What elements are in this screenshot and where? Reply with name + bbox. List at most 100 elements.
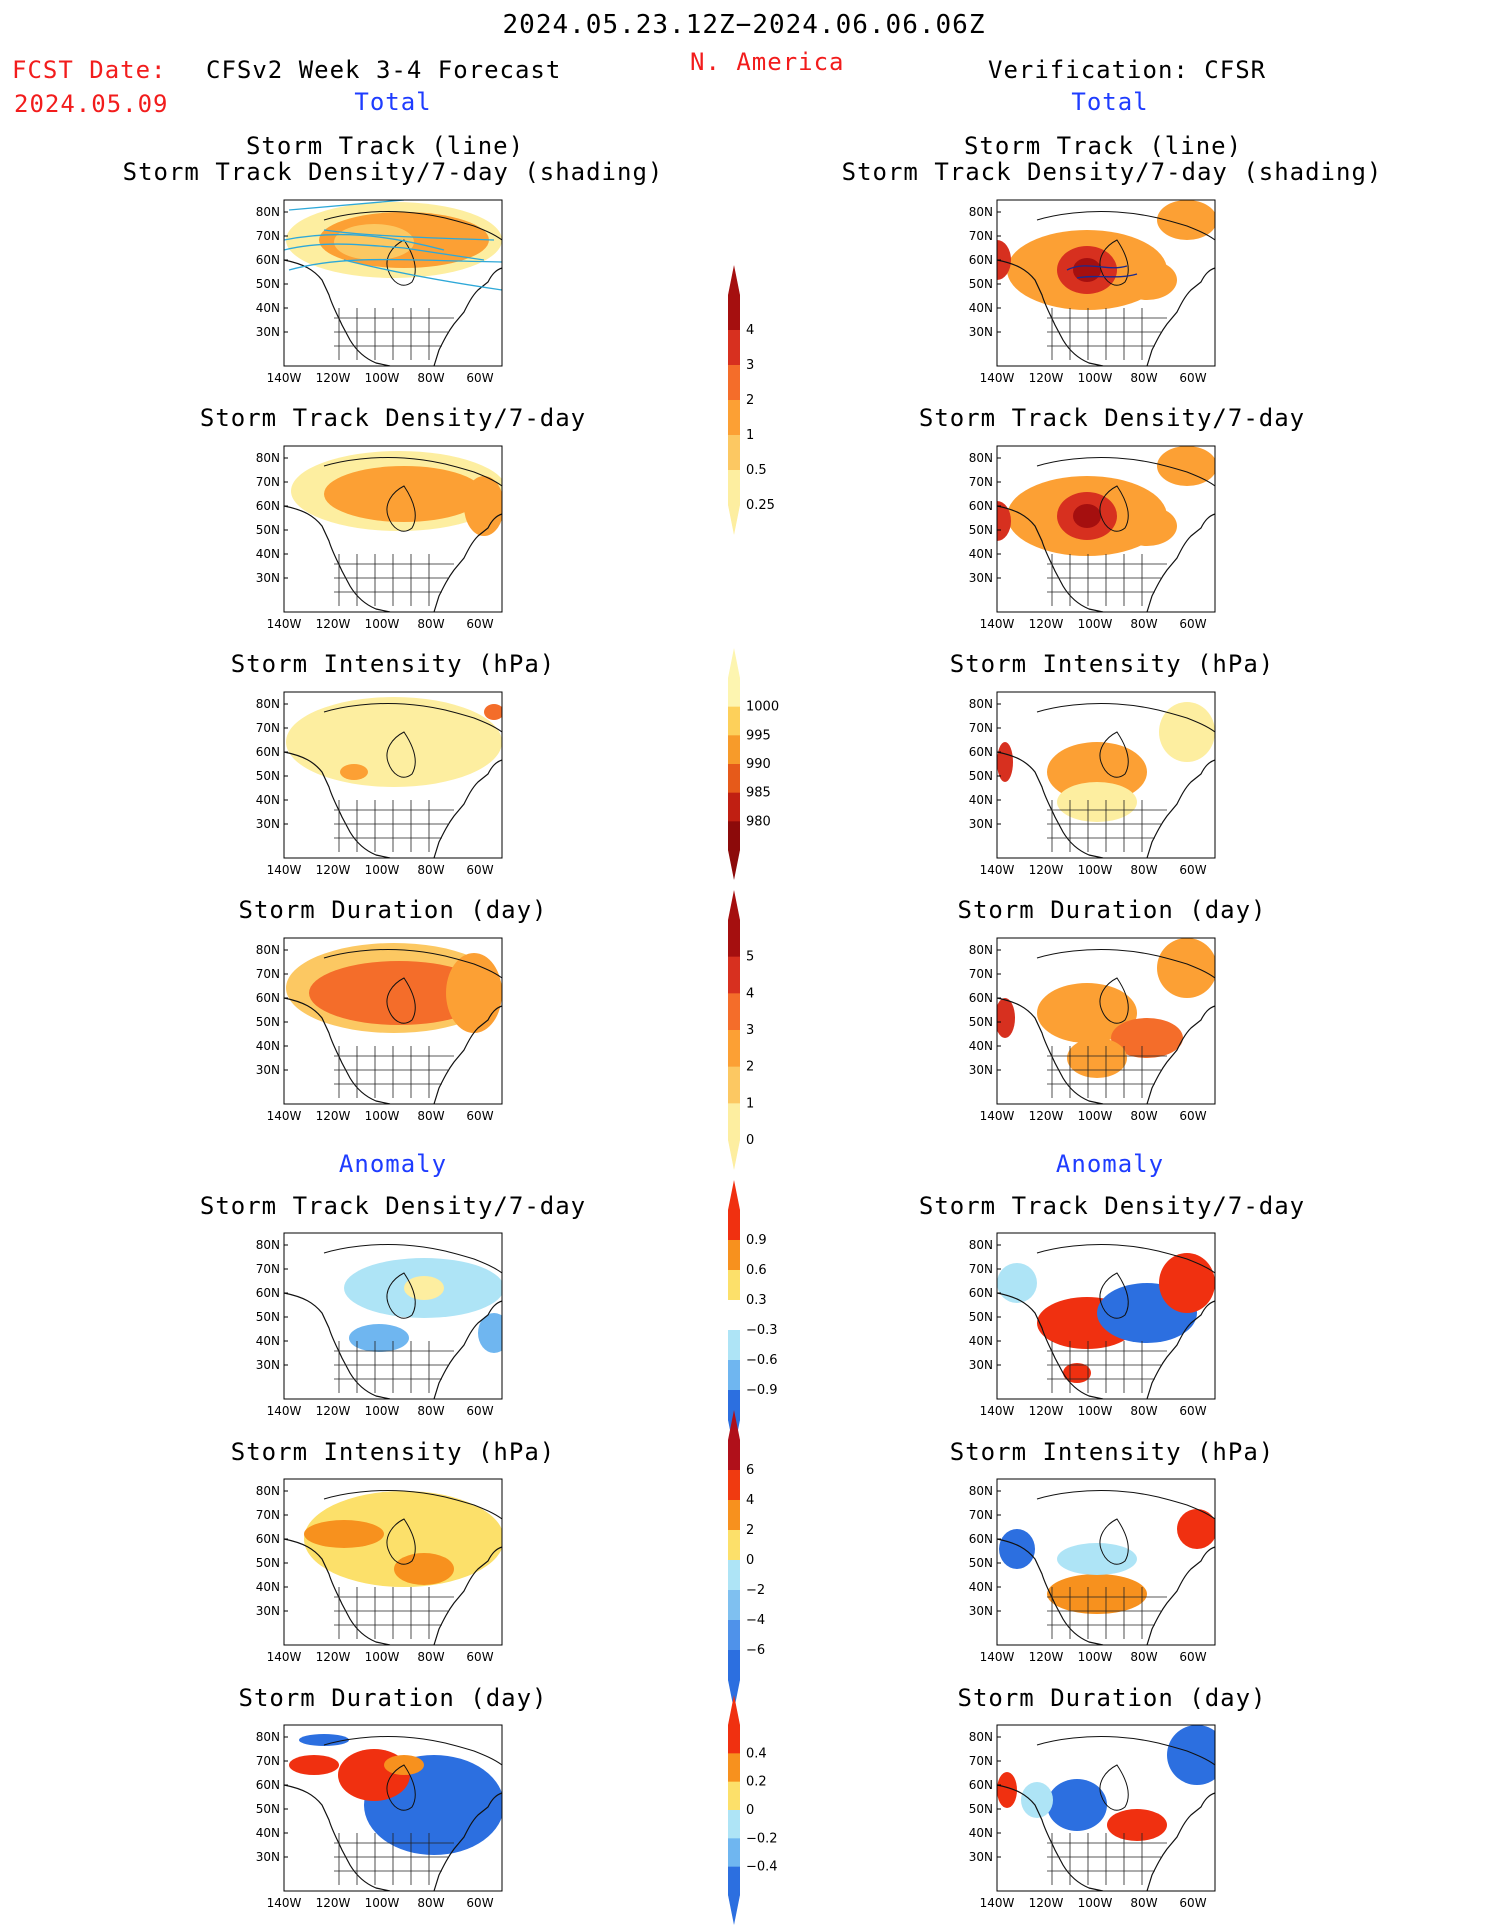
colorbar-segment [728,1470,740,1501]
colorbar-segment [728,920,740,958]
colorbar-segment [728,1440,740,1471]
shading-region [997,240,1011,280]
lon-tick-label: 120W [316,863,351,877]
colorbar-label: 1 [746,428,754,443]
lat-tick-label: 60N [256,253,280,267]
lon-tick-label: 120W [1029,863,1064,877]
hudson-bay [386,1272,416,1319]
lon-tick-label: 80W [417,617,444,631]
lon-tick-label: 60W [1179,617,1206,631]
lon-tick-label: 120W [316,1896,351,1910]
lat-tick-label: 60N [969,1532,993,1546]
coastline [284,751,502,858]
title-right-4: Storm Duration (day) [957,896,1267,924]
lon-tick-label: 80W [1130,1650,1157,1664]
plot-frame [283,937,503,1105]
hudson-bay [1099,1764,1129,1811]
shading-region [304,1520,384,1548]
lat-tick-label: 50N [256,523,280,537]
colorbar-segment [728,706,740,736]
lon-tick-label: 140W [980,863,1015,877]
arctic-coast [323,456,502,487]
shading-region [1067,1038,1127,1078]
hudson-bay [1099,1272,1129,1319]
map-panel-forecast-7: 80N 70N 60N 50N 40N 30N 140W 120W 100W 80W 60W [256,1724,503,1910]
lat-tick-label: 80N [256,1730,280,1744]
title-left-2: Storm Track Density/7-day [199,404,587,432]
colorbar-label: 980 [746,814,771,829]
shading-region [1157,446,1215,486]
lon-tick-label: 60W [1179,1404,1206,1418]
lat-tick-label: 50N [256,1015,280,1029]
colorbar-segment [728,1300,740,1331]
shading-region [1073,504,1101,528]
colorbar-segment [728,1360,740,1391]
colorbar-density_total: 4 3 2 1 0.5 0.25 [728,265,775,535]
arctic-coast [1036,456,1215,487]
title-left-4: Storm Duration (day) [238,896,548,924]
shading-region [349,1324,409,1352]
lon-tick-label: 60W [1179,1650,1206,1664]
lat-tick-label: 30N [969,325,993,339]
arctic-coast [1036,1243,1215,1274]
lon-tick-label: 60W [466,1650,493,1664]
lon-tick-label: 140W [267,1404,302,1418]
lat-tick-label: 80N [969,451,993,465]
title-right-2: Storm Track Density/7-day [918,404,1306,432]
lon-tick-label: 100W [1078,371,1113,385]
coastline [997,997,1215,1104]
map-panel-forecast-5: 80N 70N 60N 50N 40N 30N 140W 120W 100W 80W 60W [256,1232,503,1418]
colorbar-segment [728,1590,740,1621]
colorbar-duration_total: 5 4 3 2 1 0 [728,890,754,1170]
lat-tick-label: 70N [969,1754,993,1768]
shading-region [340,764,368,780]
lat-tick-label: 40N [256,1334,280,1348]
plot-frame [283,1232,503,1400]
lat-tick-label: 60N [256,991,280,1005]
map-panel-verification-7: 80N 70N 60N 50N 40N 30N 140W 120W 100W 80W 60W [969,1724,1216,1910]
plot-frame [996,1478,1216,1646]
colorbar-segment [728,1330,740,1361]
shading-region [999,1529,1035,1569]
title-left-5: Storm Track Density/7-day [199,1192,587,1220]
lon-tick-label: 100W [365,371,400,385]
plot-frame [283,1724,503,1892]
shading-region [997,998,1015,1038]
lat-tick-label: 70N [969,967,993,981]
lat-tick-label: 80N [969,1484,993,1498]
hudson-bay [1099,977,1129,1024]
colorbar-label: 0 [746,1133,754,1148]
map-panel-verification-6: 80N 70N 60N 50N 40N 30N 140W 120W 100W 80W 60W [969,1478,1216,1664]
lat-tick-label: 70N [256,1262,280,1276]
shading-region [334,224,414,260]
lat-tick-label: 30N [256,325,280,339]
hudson-bay [386,731,416,778]
lon-tick-label: 140W [980,1896,1015,1910]
shading-region [1117,260,1177,300]
plot-frame [283,1478,503,1646]
hudson-bay [386,1764,416,1811]
lon-tick-label: 140W [267,1650,302,1664]
colorbar-segment [728,1103,740,1141]
lon-tick-label: 60W [466,617,493,631]
storm-track-line [1066,265,1128,271]
lat-tick-label: 60N [969,991,993,1005]
map-panel-verification-4: 80N 70N 60N 50N 40N 30N 140W 120W 100W 80W 60W [969,937,1216,1123]
lat-tick-label: 50N [969,523,993,537]
title-right-3: Storm Intensity (hPa) [949,650,1275,678]
plot-frame [996,199,1216,367]
lon-tick-label: 100W [1078,863,1113,877]
shading-region [478,1313,502,1353]
lon-tick-label: 140W [267,863,302,877]
lon-tick-label: 100W [365,863,400,877]
shading-region [1047,1779,1107,1831]
lon-tick-label: 80W [417,1109,444,1123]
colorbar-segment [728,1530,740,1561]
lat-tick-label: 30N [969,1850,993,1864]
colorbar-label: 0.25 [746,498,775,513]
title-left-7: Storm Duration (day) [238,1684,548,1712]
arctic-coast [1036,1489,1215,1520]
colorbar-label: 0.4 [746,1746,767,1761]
shading-region [1021,1782,1053,1818]
colorbar-segment [728,400,740,436]
